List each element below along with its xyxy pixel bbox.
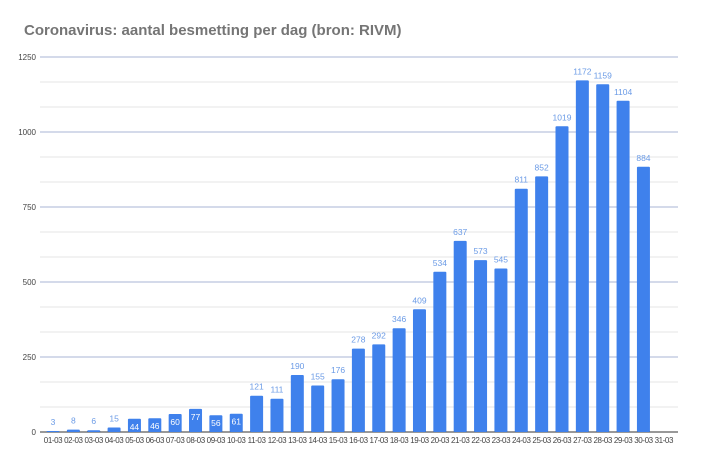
data-label: 278 xyxy=(351,335,365,345)
data-label: 61 xyxy=(232,417,242,427)
bar xyxy=(66,429,80,432)
x-tick-label: 23-03 xyxy=(492,436,511,445)
x-tick-label: 12-03 xyxy=(268,436,287,445)
bar xyxy=(311,385,325,432)
bar xyxy=(412,309,426,432)
x-tick-label: 19-03 xyxy=(410,436,429,445)
chart-title: Coronavirus: aantal besmetting per dag (… xyxy=(24,22,402,39)
x-tick-label: 17-03 xyxy=(370,436,389,445)
y-tick-label: 1250 xyxy=(18,53,36,62)
bar xyxy=(494,268,508,432)
data-label: 155 xyxy=(311,372,325,382)
data-label: 346 xyxy=(392,314,406,324)
x-tick-label: 20-03 xyxy=(431,436,450,445)
data-label: 77 xyxy=(191,412,201,422)
x-tick-label: 28-03 xyxy=(593,436,612,445)
x-tick-label: 29-03 xyxy=(614,436,633,445)
data-label: 884 xyxy=(636,153,650,163)
y-tick-label: 500 xyxy=(23,278,37,287)
bar xyxy=(596,84,610,433)
x-tick-label: 11-03 xyxy=(248,436,267,445)
bar xyxy=(616,100,630,433)
x-tick-label: 15-03 xyxy=(329,436,348,445)
x-tick-label: 02-03 xyxy=(64,436,83,445)
x-tick-label: 18-03 xyxy=(390,436,409,445)
bar xyxy=(168,414,182,432)
bar xyxy=(127,418,141,432)
bar xyxy=(87,430,101,432)
x-tick-label: 05-03 xyxy=(125,436,144,445)
bar xyxy=(290,375,304,432)
bar xyxy=(392,328,406,432)
bar xyxy=(250,395,264,432)
data-label: 111 xyxy=(270,385,283,395)
x-tick-label: 10-03 xyxy=(227,436,246,445)
bar xyxy=(372,344,386,432)
x-tick-label: 26-03 xyxy=(553,436,572,445)
x-tick-label: 04-03 xyxy=(105,436,124,445)
data-label: 60 xyxy=(170,417,180,427)
data-label: 46 xyxy=(150,421,160,431)
data-label: 1159 xyxy=(594,70,613,80)
bar xyxy=(107,427,121,432)
data-label: 121 xyxy=(250,382,264,392)
data-label: 292 xyxy=(372,330,386,340)
bar xyxy=(433,271,447,432)
data-label: 573 xyxy=(473,246,487,256)
data-label: 637 xyxy=(453,227,467,237)
x-tick-label: 14-03 xyxy=(308,436,327,445)
bar xyxy=(331,379,345,432)
bar xyxy=(270,398,284,432)
data-label: 190 xyxy=(290,361,304,371)
data-label: 8 xyxy=(71,416,76,426)
data-label: 44 xyxy=(130,422,140,432)
data-label: 56 xyxy=(211,418,221,428)
data-label: 852 xyxy=(535,162,549,172)
bar xyxy=(636,166,650,433)
bar xyxy=(575,80,589,433)
bar xyxy=(535,176,549,432)
data-label: 1172 xyxy=(573,66,592,76)
y-tick-label: 750 xyxy=(23,203,37,212)
bar xyxy=(189,408,203,432)
bar xyxy=(474,260,488,432)
x-tick-label: 21-03 xyxy=(451,436,470,445)
data-label: 545 xyxy=(494,255,508,265)
x-tick-label: 13-03 xyxy=(288,436,307,445)
bar xyxy=(229,413,243,432)
x-tick-label: 16-03 xyxy=(349,436,368,445)
x-tick-label: 01-03 xyxy=(44,436,63,445)
data-label: 15 xyxy=(109,414,119,424)
x-tick-label: 06-03 xyxy=(146,436,165,445)
x-tick-label: 08-03 xyxy=(186,436,205,445)
x-tick-label: 22-03 xyxy=(471,436,490,445)
bar xyxy=(351,348,365,432)
x-tick-label: 25-03 xyxy=(532,436,551,445)
y-tick-label: 250 xyxy=(23,353,37,362)
data-label: 176 xyxy=(331,365,345,375)
y-tick-label: 1000 xyxy=(18,128,36,137)
bar xyxy=(453,240,467,432)
data-label: 1019 xyxy=(553,112,572,122)
data-label: 534 xyxy=(433,258,447,268)
x-tick-label: 31-03 xyxy=(655,436,674,445)
x-tick-label: 03-03 xyxy=(84,436,103,445)
bar xyxy=(555,126,569,433)
data-label: 1104 xyxy=(614,87,633,97)
bar xyxy=(514,188,528,432)
bar xyxy=(148,418,162,432)
y-tick-label: 0 xyxy=(32,428,37,437)
data-label: 6 xyxy=(91,416,96,426)
x-tick-label: 27-03 xyxy=(573,436,592,445)
data-label: 409 xyxy=(412,295,426,305)
x-tick-label: 07-03 xyxy=(166,436,185,445)
bar xyxy=(46,431,60,432)
x-tick-label: 30-03 xyxy=(634,436,653,445)
x-tick-label: 09-03 xyxy=(207,436,226,445)
data-label: 811 xyxy=(514,175,528,185)
x-tick-label: 24-03 xyxy=(512,436,531,445)
bar xyxy=(209,415,223,432)
data-label: 3 xyxy=(51,417,56,427)
